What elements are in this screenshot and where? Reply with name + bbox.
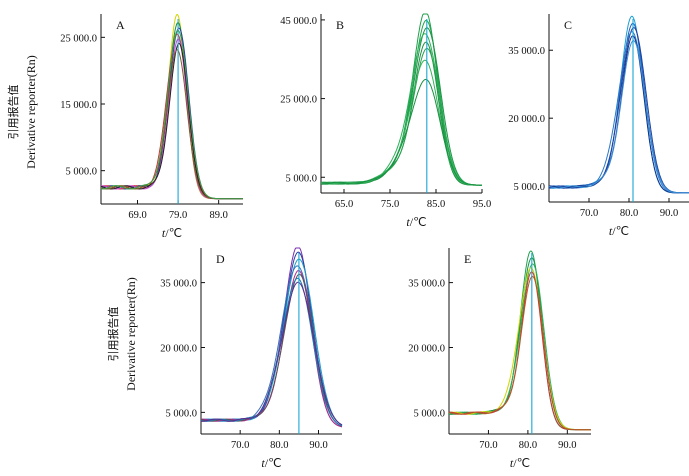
y-axis-title-cn-top: 引用报告值 (6, 85, 20, 140)
x-axis-title: t/℃ (261, 456, 281, 470)
y-axis-title-cn-bottom: 引用报告值 (106, 307, 120, 362)
y-tick-label: 5 000.0 (414, 408, 446, 419)
x-tick-label: 65.0 (335, 199, 353, 210)
chart-panel-E: E 5 000.0 20 000.0 35 000.0 70.0 80.0 90.0 t/℃ (408, 248, 591, 470)
x-tick-label: 70.0 (580, 208, 598, 219)
melt-curve-series (201, 251, 343, 427)
x-tick-label: 95.0 (473, 199, 491, 210)
melt-curve-series (200, 277, 343, 427)
melt-curve-series (100, 29, 243, 200)
x-axis-title: t/℃ (609, 224, 629, 238)
melt-curve-series (448, 275, 591, 431)
panel-label: C (564, 18, 572, 32)
melt-curve-series (448, 263, 591, 431)
melt-curve-series (200, 273, 343, 427)
y-axis-title-bottom: 引用报告值 Derivative reporter(Rn) (106, 277, 138, 391)
y-tick-label: 35 000.0 (508, 46, 545, 57)
melt-curve-series (321, 41, 482, 186)
panel-label: A (116, 18, 125, 32)
melt-curve-series (101, 22, 243, 200)
y-tick-label: 20 000.0 (160, 343, 197, 354)
x-tick-label: 75.0 (381, 199, 399, 210)
y-tick-label: 25 000.0 (280, 95, 317, 106)
melt-curve-series (200, 247, 343, 428)
chart-panel-B: B 5 000.0 25 000.0 45 000.0 65.0 75.0 85.0 95.0… (280, 13, 491, 229)
melt-curve-series (320, 13, 482, 186)
x-axis-title: t/℃ (162, 226, 182, 240)
y-tick-label: 5 000.0 (514, 182, 546, 193)
melt-curve-series (320, 59, 482, 186)
y-tick-label: 15 000.0 (60, 100, 97, 111)
melt-curve-series (321, 78, 482, 186)
x-axis-title: t/℃ (510, 456, 530, 470)
x-tick-label: 90.0 (660, 208, 678, 219)
x-tick-label: 80.0 (270, 440, 288, 451)
melt-curve-series (200, 265, 343, 426)
y-tick-label: 35 000.0 (160, 279, 197, 290)
x-tick-label: 89.0 (209, 210, 227, 221)
x-tick-label: 70.0 (231, 440, 249, 451)
melt-curve-series (100, 49, 243, 200)
melt-curve-series (448, 267, 591, 431)
chart-panel-D: D 5 000.0 20 000.0 35 000.0 70.0 80.0 90.0 t/℃ (160, 247, 343, 470)
melt-curve-series (449, 271, 591, 431)
melt-curve-series (201, 281, 343, 426)
melt-curve-series (549, 22, 689, 194)
panel-label: D (216, 252, 225, 266)
x-tick-label: 70.0 (479, 440, 497, 451)
chart-panel-C: C 5 000.0 20 000.0 35 000.0 70.0 80.0 90.0 t/℃ (508, 14, 689, 238)
x-tick-label: 85.0 (427, 199, 445, 210)
y-tick-label: 35 000.0 (408, 279, 445, 290)
y-axis-title-en-top: Derivative reporter(Rn) (24, 55, 38, 169)
melt-curve-series (100, 13, 243, 200)
melt-curve-series (320, 47, 482, 186)
melt-curve-series (548, 31, 689, 194)
x-tick-label: 79.0 (169, 210, 187, 221)
y-tick-label: 5 000.0 (66, 167, 98, 178)
x-tick-label: 80.0 (519, 440, 537, 451)
melt-curve-series (548, 27, 689, 194)
y-tick-label: 25 000.0 (60, 33, 97, 44)
x-tick-label: 90.0 (558, 440, 576, 451)
melt-curve-series (201, 269, 343, 428)
melt-curve-series (320, 27, 482, 186)
panel-label: E (464, 252, 471, 266)
x-tick-label: 69.0 (128, 210, 146, 221)
melt-curve-series (200, 258, 343, 426)
melt-curve-series (548, 40, 689, 194)
y-tick-label: 45 000.0 (280, 16, 317, 27)
y-tick-label: 5 000.0 (166, 408, 198, 419)
y-axis-title-en-bottom: Derivative reporter(Rn) (124, 277, 138, 391)
y-tick-label: 5 000.0 (286, 173, 318, 184)
melt-curve-series (320, 33, 482, 186)
y-tick-label: 20 000.0 (508, 114, 545, 125)
x-axis-title: t/℃ (406, 215, 426, 229)
y-tick-label: 20 000.0 (408, 343, 445, 354)
melt-curve-series (321, 19, 482, 186)
chart-panel-A: A 5 000.0 15 000.0 25 000.0 69.0 79.0 89.0 t/℃ (60, 13, 243, 240)
x-tick-label: 80.0 (620, 208, 638, 219)
panel-label: B (336, 18, 344, 32)
x-tick-label: 90.0 (309, 440, 327, 451)
y-axis-title-top: 引用报告值 Derivative reporter(Rn) (6, 55, 38, 169)
